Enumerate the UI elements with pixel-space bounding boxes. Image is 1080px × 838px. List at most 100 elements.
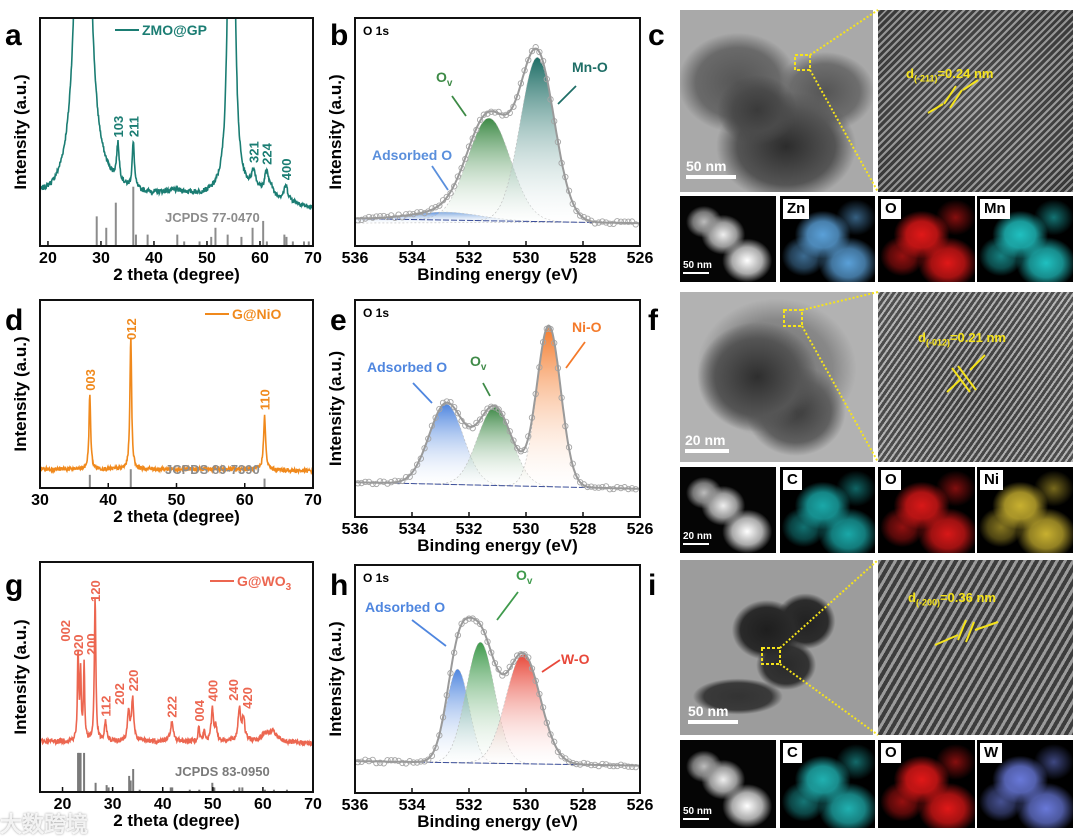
component-label: Adsorbed O — [372, 147, 452, 163]
x-tick-label: 528 — [570, 521, 597, 538]
peak-label: 400 — [279, 159, 294, 181]
envelope-fit-line — [355, 324, 640, 490]
data-point — [514, 445, 521, 452]
fit-component-o — [426, 406, 564, 488]
y-axis-label: Intensity (a.u.) — [11, 336, 30, 451]
x-tick-label: 60 — [236, 492, 254, 509]
spectrum-title: O 1s — [363, 571, 389, 585]
tem-image-c: 50 nm — [680, 10, 873, 192]
data-point — [484, 405, 491, 412]
y-axis-label: Intensity (a.u.) — [11, 619, 30, 734]
label-leader-line — [482, 382, 491, 397]
peak-label: 222 — [165, 696, 180, 718]
panel-label-e: e — [330, 304, 347, 337]
panel-label-f: f — [648, 304, 659, 337]
data-point — [628, 763, 636, 771]
x-tick-label: 534 — [399, 797, 426, 814]
haadf-image-f: 20 nm — [680, 467, 776, 553]
data-point — [577, 479, 584, 486]
data-point — [599, 760, 606, 768]
scale-bar: 20 nm — [685, 432, 729, 453]
label-leader-line — [412, 382, 433, 404]
panel-label-i: i — [648, 569, 656, 602]
peak-label: 240 — [226, 679, 241, 701]
label-leader-line — [557, 85, 577, 105]
spectrum-title: O 1s — [363, 306, 389, 320]
x-tick-label: 536 — [342, 521, 369, 538]
scale-bar: 50 nm — [683, 806, 712, 820]
x-tick-label: 532 — [456, 521, 483, 538]
label-leader-line — [541, 659, 561, 673]
data-point — [632, 221, 639, 228]
element-label: Mn — [980, 199, 1010, 219]
x-tick-label: 40 — [154, 796, 172, 813]
data-point — [521, 651, 528, 658]
data-point — [391, 477, 399, 484]
eds-map-o: O — [878, 467, 975, 553]
peak-label: 220 — [126, 670, 141, 692]
scale-bar: 20 nm — [683, 531, 712, 545]
data-point — [384, 757, 391, 764]
chart-panel-h: h O 1s Adsorbed O Ov W-O 536 534 532 530 528 526 Bi… — [326, 564, 654, 831]
haadf-image-i: 50 nm — [680, 740, 776, 828]
legend-label: G@WO3 — [237, 573, 292, 593]
x-tick-label: 60 — [251, 250, 269, 267]
reference-label: JCPDS 83-0950 — [175, 764, 270, 779]
fit-component-mn-o — [468, 57, 607, 224]
eds-map-c: C — [780, 467, 875, 553]
x-tick-label: 526 — [627, 797, 654, 814]
y-axis-label: Intensity (a.u.) — [326, 621, 345, 736]
x-axis-label: Binding energy (eV) — [417, 536, 578, 555]
component-label: Ov — [436, 69, 453, 89]
x-tick-label: 70 — [304, 492, 322, 509]
envelope-fit-line — [355, 616, 640, 767]
data-point — [373, 759, 380, 767]
x-tick-label: 40 — [99, 492, 117, 509]
data-point — [632, 764, 639, 771]
panel-label-h: h — [330, 569, 348, 602]
peak-label: 112 — [99, 696, 114, 717]
data-point — [476, 620, 484, 628]
x-tick-label: 530 — [513, 250, 540, 267]
haadf-image-c: 50 nm — [680, 196, 776, 282]
plot-area — [355, 44, 640, 228]
label-leader-line — [431, 165, 449, 191]
data-point — [473, 419, 480, 427]
eds-map-w: W — [977, 740, 1073, 828]
hrtem-image-f: d(-012)=0.21 nm — [878, 292, 1073, 462]
component-label: Adsorbed O — [367, 359, 447, 375]
watermark: 大数跨境 — [0, 812, 89, 837]
element-label: W — [980, 743, 1003, 763]
y-axis-label: Intensity (a.u.) — [326, 351, 345, 466]
eds-map-ni: Ni — [977, 467, 1073, 553]
data-point — [432, 414, 439, 421]
data-point — [606, 220, 613, 227]
data-point — [502, 669, 510, 677]
data-point — [380, 478, 387, 485]
component-label: Mn-O — [572, 59, 608, 75]
data-point — [388, 757, 395, 764]
data-point — [614, 483, 621, 491]
data-point — [625, 218, 632, 225]
peak-label: 202 — [112, 683, 127, 705]
spectrum-title: O 1s — [363, 24, 389, 38]
eds-map-o: O — [878, 740, 975, 828]
data-point — [443, 398, 450, 405]
x-axis-label: Binding energy (eV) — [417, 265, 578, 284]
x-tick-label: 532 — [456, 250, 483, 267]
element-label: O — [881, 470, 901, 490]
fit-component-w-o — [454, 653, 592, 766]
panel-label-c: c — [648, 19, 665, 52]
peak-label: 211 — [126, 116, 141, 137]
data-point — [591, 220, 599, 227]
peak-label: 321 — [247, 141, 262, 163]
x-tick-label: 528 — [570, 250, 597, 267]
plot-frame — [354, 564, 641, 794]
x-tick-label: 40 — [145, 250, 163, 267]
data-point — [454, 410, 462, 417]
xrd-pattern-line — [40, 18, 313, 210]
plot-frame — [39, 561, 314, 793]
plot-area — [40, 597, 313, 792]
y-axis-label: Intensity (a.u.) — [326, 74, 345, 189]
